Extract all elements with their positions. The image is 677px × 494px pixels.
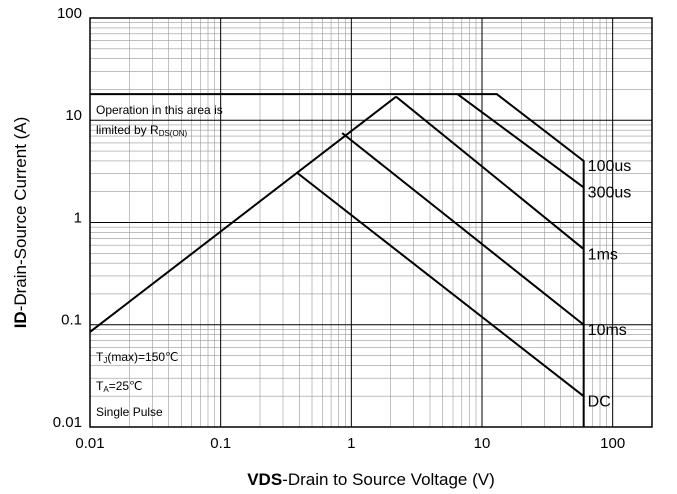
annotation: Single Pulse xyxy=(96,405,163,419)
annotation-part: Single Pulse xyxy=(96,405,163,419)
y-tick-label: 100 xyxy=(57,5,82,22)
series-line xyxy=(89,95,397,333)
annotation-part: (max)=150℃ xyxy=(107,350,178,364)
annotation: limited by RDS(ON) xyxy=(96,123,187,138)
annotation: TA=25℃ xyxy=(96,379,143,394)
x-axis-label: VDS-Drain to Source Voltage (V) xyxy=(247,470,495,489)
x-tick-label: 0.01 xyxy=(75,435,104,452)
series-label: 10ms xyxy=(588,322,627,339)
annotation-part: Operation in this area is xyxy=(96,103,223,117)
series-label: 300us xyxy=(588,185,632,202)
x-axis-label-bold: VDS xyxy=(247,470,282,489)
annotation-part: T xyxy=(96,379,104,393)
plot-frame xyxy=(89,17,653,428)
series-label: 100us xyxy=(588,158,632,175)
y-tick-label: 1 xyxy=(74,209,82,226)
annotation-part: DS(ON) xyxy=(159,129,188,138)
annotation-part: limited by R xyxy=(96,123,159,137)
series-line xyxy=(341,132,585,326)
y-tick-label: 10 xyxy=(65,107,82,124)
y-tick-label: 0.1 xyxy=(61,312,82,329)
x-tick-label: 10 xyxy=(474,435,491,452)
y-axis-label-bold: ID xyxy=(11,311,30,328)
series-line xyxy=(456,93,585,189)
annotation-part: =25℃ xyxy=(109,379,143,393)
series-line xyxy=(90,93,585,427)
annotation-part: T xyxy=(96,350,104,364)
y-axis-label: ID-Drain-Source Current (A) xyxy=(11,117,30,329)
annotation-part: J xyxy=(103,356,107,365)
y-tick-label: 0.01 xyxy=(53,414,82,431)
x-axis-label-rest: -Drain to Source Voltage (V) xyxy=(282,470,495,489)
series-line xyxy=(395,95,585,250)
series-label: 1ms xyxy=(588,246,618,263)
series-line xyxy=(295,171,585,398)
annotation: TJ(max)=150℃ xyxy=(96,350,179,365)
x-tick-label: 0.1 xyxy=(210,435,231,452)
series-label: DC xyxy=(588,393,611,410)
x-tick-label: 100 xyxy=(600,435,625,452)
annotation: Operation in this area is xyxy=(96,103,223,117)
annotation-part: A xyxy=(103,385,109,394)
x-tick-label: 1 xyxy=(347,435,355,452)
y-axis-label-rest: -Drain-Source Current (A) xyxy=(11,117,30,312)
